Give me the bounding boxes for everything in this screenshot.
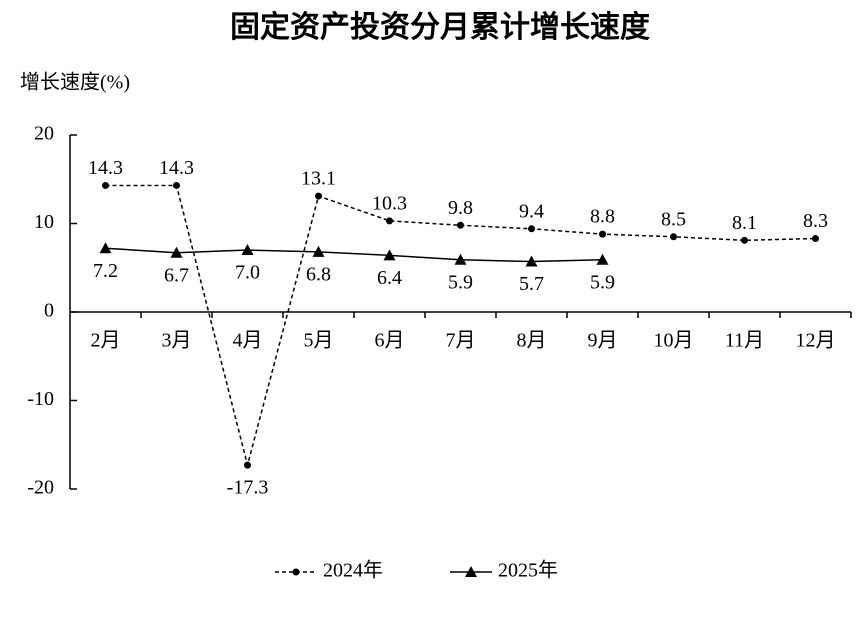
data-point	[528, 225, 535, 233]
x-tick-label: 6月	[375, 330, 405, 352]
data-label: 10.3	[372, 192, 407, 214]
data-point	[596, 253, 609, 265]
data-label: 7.2	[93, 260, 118, 282]
x-tick-label: 11月	[725, 330, 764, 352]
data-point	[457, 221, 464, 229]
data-label: 7.0	[235, 262, 260, 284]
y-tick-label: 20	[34, 123, 54, 145]
legend-label: 2025年	[498, 559, 558, 582]
y-tick-label: -10	[27, 388, 54, 410]
data-point	[244, 461, 251, 469]
x-tick-label: 8月	[517, 330, 547, 352]
data-point	[383, 249, 396, 261]
data-point	[312, 245, 325, 257]
legend-marker	[292, 568, 300, 576]
data-point	[170, 246, 183, 258]
data-label: 8.3	[803, 210, 828, 232]
data-label: 5.9	[590, 271, 615, 293]
data-point	[102, 181, 109, 189]
series-line	[105, 247, 603, 263]
data-label: 13.1	[301, 168, 336, 190]
chart-title: 固定资产投资分月累计增长速度	[230, 10, 650, 44]
data-point	[670, 233, 677, 241]
data-label: 14.3	[88, 157, 123, 179]
data-label: 9.8	[448, 197, 473, 219]
data-point	[599, 230, 606, 238]
data-label: 5.7	[519, 273, 544, 295]
data-point	[525, 255, 538, 267]
data-point	[454, 253, 467, 265]
legend-marker	[465, 566, 477, 577]
data-point	[315, 192, 322, 200]
x-tick-label: 10月	[654, 330, 694, 352]
data-point	[173, 181, 180, 189]
data-label: 5.9	[448, 271, 473, 293]
x-tick-label: 2月	[91, 330, 121, 352]
y-tick-label: 10	[34, 211, 54, 233]
data-label: 8.1	[732, 212, 757, 234]
data-label: 14.3	[159, 157, 194, 179]
data-point	[812, 235, 819, 243]
x-tick-label: 4月	[233, 330, 263, 352]
x-tick-label: 9月	[588, 330, 618, 352]
x-tick-label: 12月	[796, 330, 836, 352]
data-label: 6.7	[164, 264, 189, 286]
legend-label: 2024年	[323, 559, 383, 582]
data-point	[386, 217, 393, 225]
y-tick-label: -20	[27, 477, 54, 499]
data-point	[741, 236, 748, 244]
data-point	[241, 244, 254, 256]
data-label: 9.4	[519, 200, 544, 222]
data-label: 6.4	[377, 267, 402, 289]
data-point	[99, 242, 112, 254]
data-label: 8.8	[590, 206, 615, 228]
x-tick-label: 3月	[162, 330, 192, 352]
y-tick-label: 0	[44, 300, 54, 322]
x-tick-label: 7月	[446, 330, 476, 352]
y-axis-label: 增长速度(%)	[20, 71, 130, 94]
x-tick-label: 5月	[304, 330, 334, 352]
data-label: -17.3	[227, 477, 269, 499]
data-label: 6.8	[306, 263, 331, 285]
data-label: 8.5	[661, 208, 686, 230]
